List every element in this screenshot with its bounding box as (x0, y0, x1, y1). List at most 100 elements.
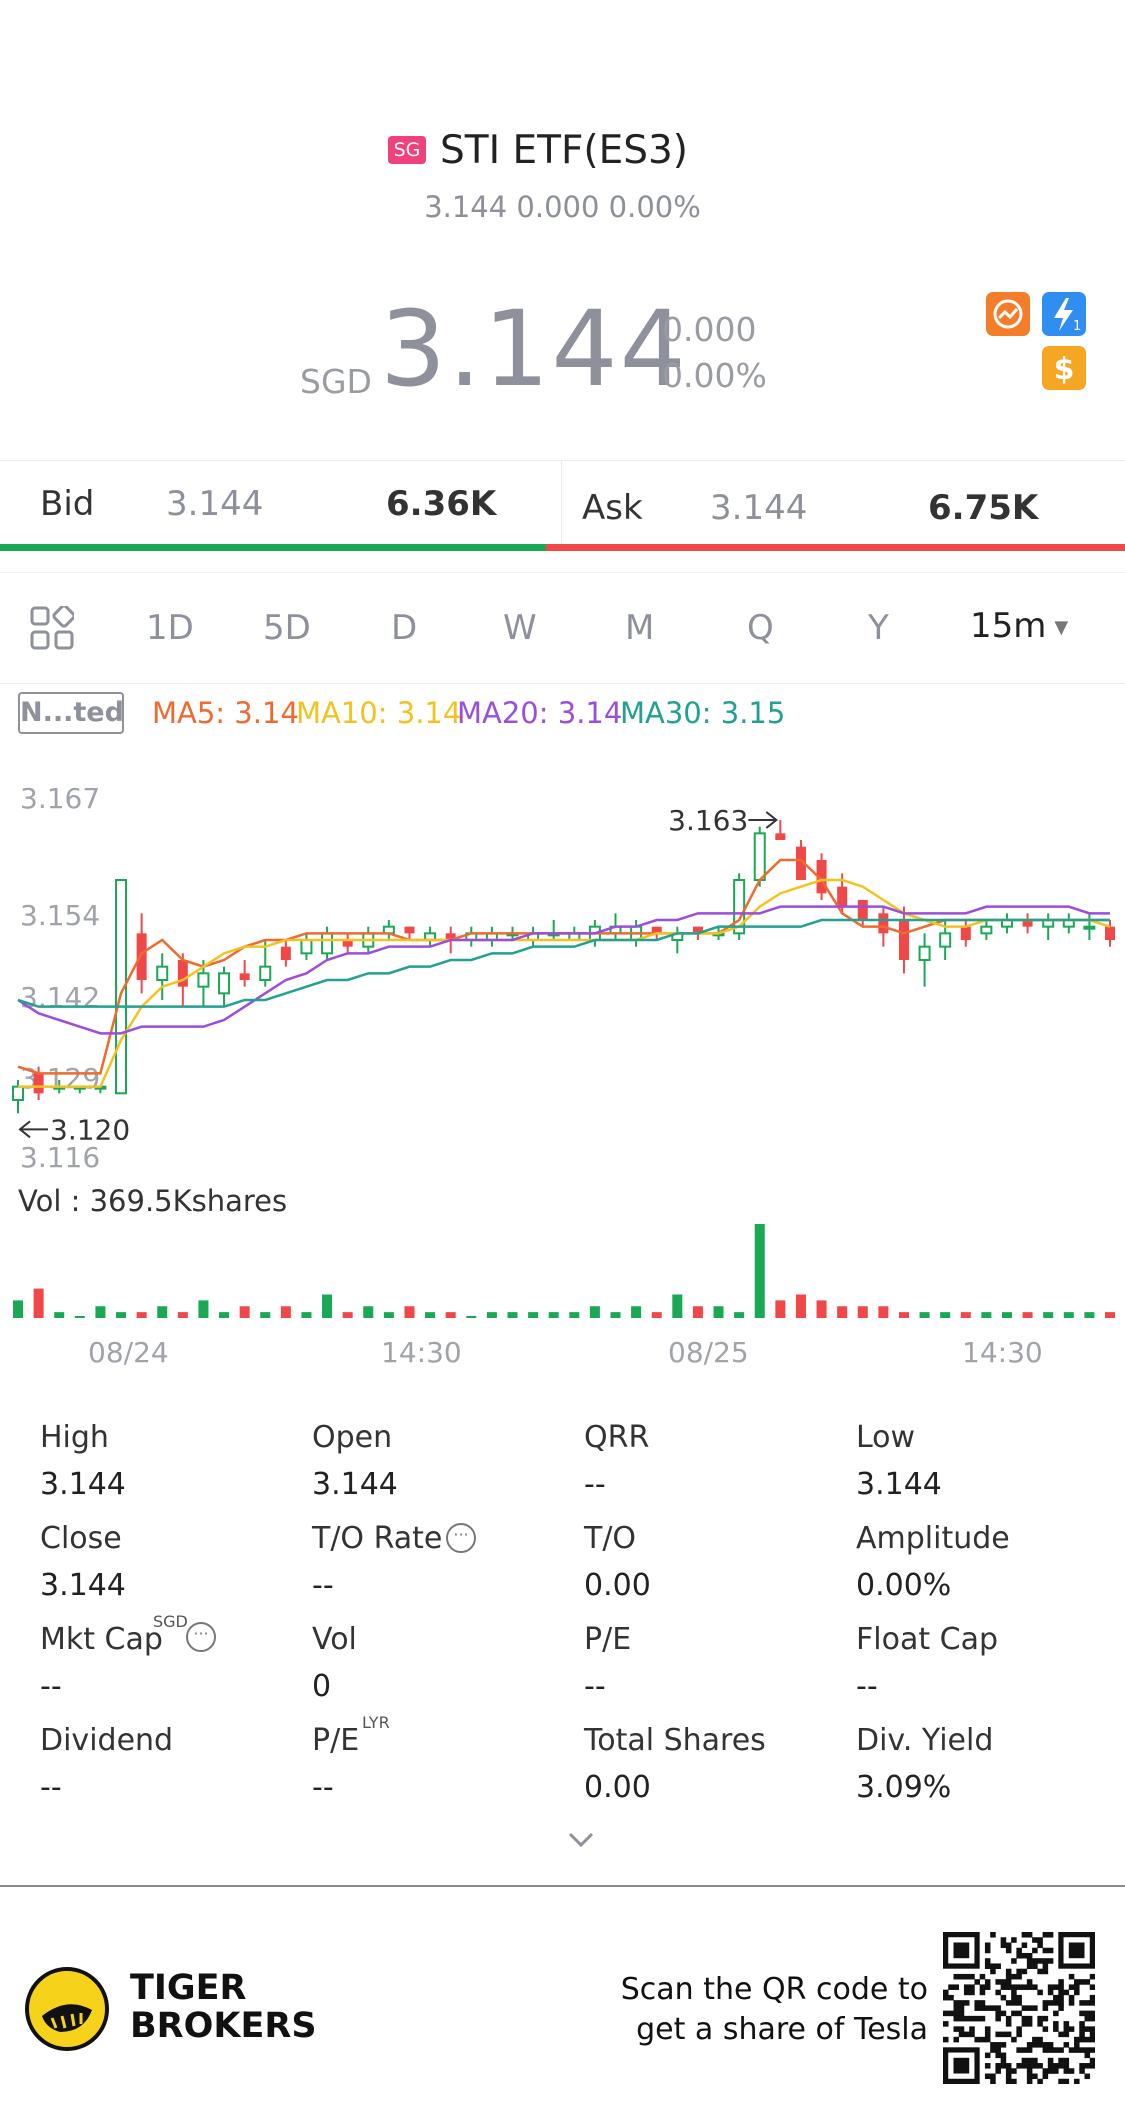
ask-price: 3.144 (710, 488, 808, 528)
stat-label: Float Cap (856, 1622, 999, 1657)
volume-bar (1043, 1312, 1054, 1318)
volume-bar (136, 1312, 147, 1318)
volume-bar (816, 1300, 827, 1318)
volume-bar (219, 1312, 230, 1318)
stat-value: 0.00 (584, 1568, 651, 1603)
volume-chart (13, 1224, 1115, 1318)
currency-label: SGD (300, 362, 372, 401)
tab-q[interactable]: Q (747, 608, 774, 648)
ma30-legend: MA30: 3.15 (620, 696, 786, 730)
x-tick-label: 08/25 (668, 1336, 749, 1369)
stat-label: Mkt Cap (40, 1622, 163, 1657)
volume-bar (507, 1312, 518, 1318)
lightning-level-1-icon[interactable]: 1 (1042, 292, 1086, 336)
volume-bar (1022, 1312, 1033, 1318)
candle (115, 879, 128, 1095)
unit-superscript: LYR (362, 1713, 390, 1732)
tab-d[interactable]: D (391, 608, 418, 648)
stat-label: Vol (312, 1622, 357, 1657)
divider (0, 1885, 1125, 1887)
candle (1105, 920, 1115, 947)
volume-bar (631, 1306, 642, 1318)
tab-15m[interactable]: 15m ▼ (970, 606, 1068, 646)
ask-ratio-bar (546, 544, 1125, 551)
bid-price: 3.144 (166, 484, 264, 524)
volume-bar (1084, 1312, 1095, 1318)
qr-caption-line1: Scan the QR code to (620, 1972, 928, 2007)
x-tick-label: 08/24 (88, 1336, 169, 1369)
dollar-icon[interactable]: $ (1042, 346, 1086, 390)
stat-label: Open (312, 1420, 393, 1455)
volume-bar (74, 1316, 85, 1318)
tab-m[interactable]: M (625, 608, 655, 648)
candle (671, 926, 684, 954)
volume-bar (898, 1312, 909, 1318)
candle (342, 933, 353, 954)
stat-label: T/O Rate (312, 1521, 443, 1556)
volume-bar (301, 1312, 312, 1318)
stat-label: Total Shares (584, 1723, 766, 1758)
candle (547, 920, 560, 940)
volume-bar (754, 1224, 765, 1318)
candle (280, 940, 291, 967)
tab-1d[interactable]: 1D (146, 608, 194, 648)
candle (239, 960, 250, 987)
x-tick-label: 14:30 (962, 1336, 1043, 1369)
candle (1022, 913, 1033, 934)
candle (321, 926, 334, 960)
stat-value: -- (312, 1568, 334, 1603)
bid-label: Bid (40, 484, 95, 524)
trend-icon[interactable] (986, 292, 1030, 336)
ask-label: Ask (582, 488, 643, 528)
chart-mode-toggle[interactable]: N...ted (18, 692, 124, 734)
volume-bar (692, 1306, 703, 1318)
volume-bar (981, 1312, 992, 1318)
tab-w[interactable]: W (503, 608, 537, 648)
volume-bar (1063, 1312, 1074, 1318)
price-change: 0.000 (662, 310, 757, 349)
stat-value: 3.144 (40, 1568, 126, 1603)
tab-y[interactable]: Y (868, 608, 889, 648)
candle (980, 920, 993, 940)
stat-value: -- (856, 1669, 878, 1704)
ma30-line (17, 918, 1110, 1008)
volume-bar (672, 1294, 683, 1318)
info-more-icon[interactable]: ··· (186, 1622, 216, 1652)
volume-bar (198, 1300, 209, 1318)
volume-bar (878, 1306, 889, 1318)
volume-bar (548, 1312, 559, 1318)
volume-bar (1001, 1312, 1012, 1318)
ma20-legend: MA20: 3.14 (457, 696, 623, 730)
volume-bar (486, 1312, 497, 1318)
volume-bar (795, 1294, 806, 1318)
volume-bar (157, 1306, 168, 1318)
expand-chevron-icon[interactable] (566, 1828, 596, 1852)
volume-bar (528, 1312, 539, 1318)
candle (1083, 913, 1096, 940)
candle (527, 926, 540, 947)
stat-value: -- (312, 1770, 334, 1805)
candle (485, 926, 498, 947)
volume-bar (116, 1312, 127, 1318)
stat-label: T/O (584, 1521, 637, 1556)
unit-superscript: SGD (153, 1612, 188, 1631)
candlestick-chart[interactable]: 3.163 3.120 (0, 760, 1125, 1180)
candle (218, 966, 231, 1007)
stat-value: 3.144 (40, 1467, 126, 1502)
tab-5d[interactable]: 5D (263, 608, 311, 648)
volume-bar (940, 1312, 951, 1318)
layout-grid-icon[interactable] (30, 604, 76, 650)
max-price-label: 3.163 (668, 804, 748, 837)
info-more-icon[interactable]: ··· (446, 1523, 476, 1553)
stat-value: -- (584, 1669, 606, 1704)
stat-label: Low (856, 1420, 916, 1455)
stat-value: 3.144 (856, 1467, 942, 1502)
market-badge: SG (388, 136, 426, 164)
candle (1000, 913, 1013, 934)
candle (12, 1080, 24, 1114)
brand-name-line2: BROKERS (130, 2006, 317, 2046)
stat-value: 3.144 (312, 1467, 398, 1502)
volume-bar (33, 1288, 44, 1318)
candle (465, 926, 478, 947)
candle (1042, 913, 1055, 940)
